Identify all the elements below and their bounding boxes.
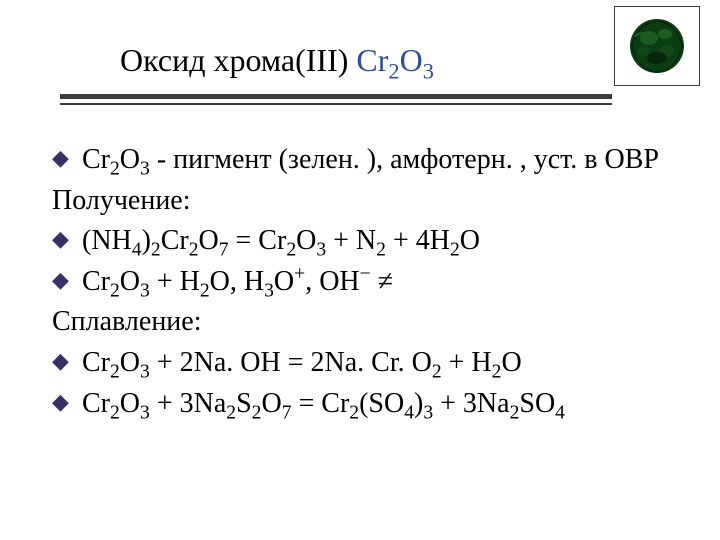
title-text: Оксид хрома(III) [120, 42, 356, 78]
section-label: Сплавление: [52, 302, 668, 343]
bullet-item: Cr2O3 + 3Na2S2O7 = Cr2(SO4)3 + 3Na2SO4 [52, 384, 668, 425]
bullet-item: Cr2O3 + 2Na. OH = 2Na. Cr. O2 + H2O [52, 343, 668, 384]
divider-thin [60, 103, 612, 105]
bullet-item: (NH4)2Cr2O7 = Cr2O3 + N2 + 4H2O [52, 221, 668, 262]
crystal-image-frame [614, 6, 700, 86]
title-formula: Cr2O3 [356, 42, 434, 78]
section-label: Получение: [52, 181, 668, 222]
bullet-item: Cr2O3 + H2O, H3O+, OH− ≠ [52, 262, 668, 303]
bullet-item: Cr2O3 - пигмент (зелен. ), амфотерн. , у… [52, 140, 668, 181]
divider-thick [60, 94, 612, 99]
slide-title: Оксид хрома(III) Cr2O3 [120, 42, 434, 79]
content-area: Cr2O3 - пигмент (зелен. ), амфотерн. , у… [52, 140, 668, 424]
crystal-image [626, 16, 688, 76]
